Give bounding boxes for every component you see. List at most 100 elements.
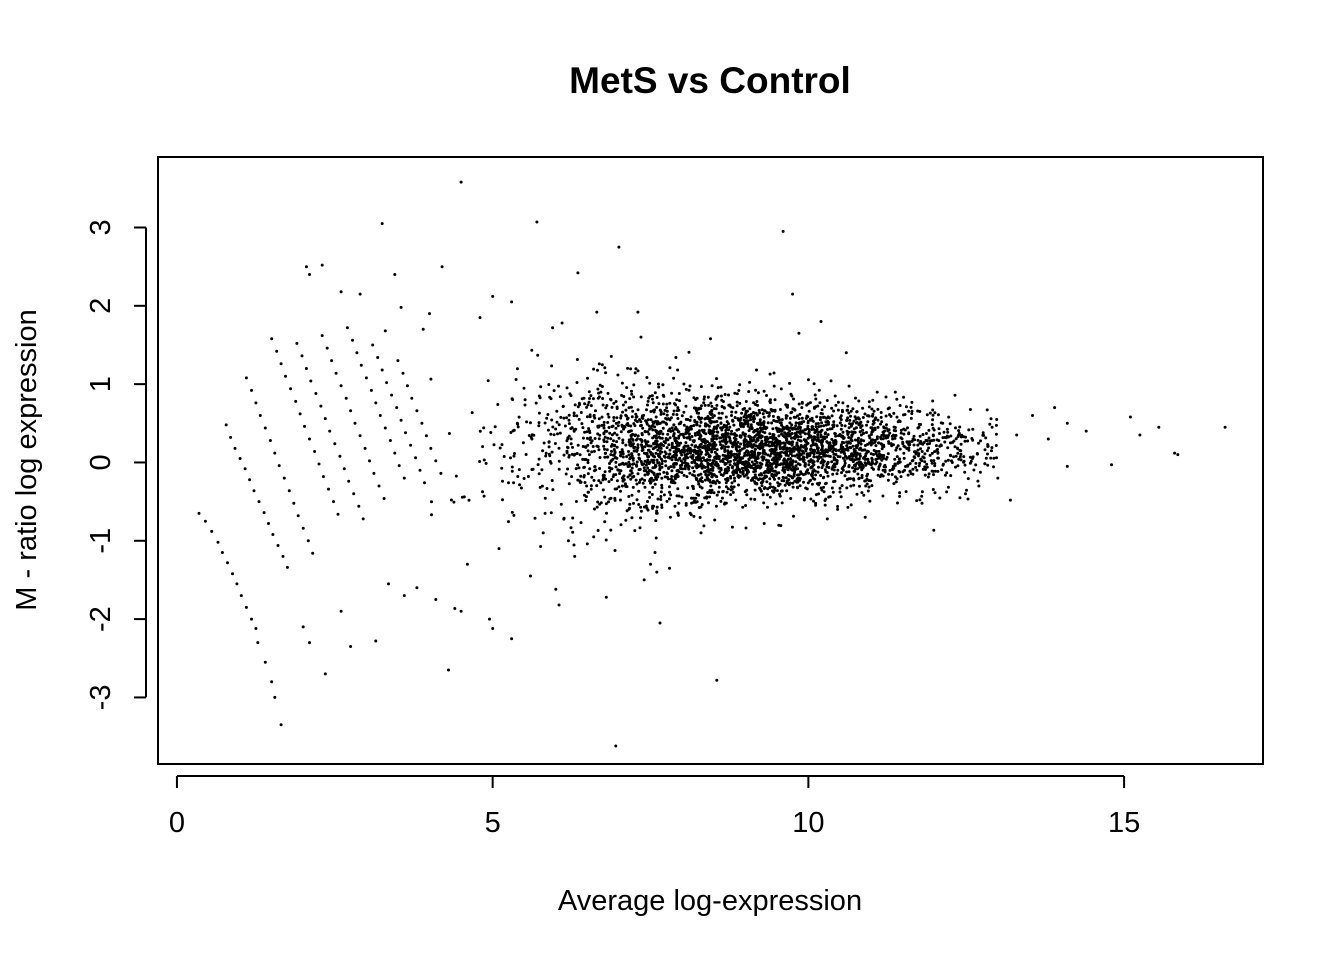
data-point — [692, 440, 696, 444]
data-point — [383, 329, 387, 333]
data-point — [940, 468, 944, 472]
data-point — [857, 447, 861, 451]
data-point — [743, 413, 747, 416]
data-point — [726, 445, 730, 449]
data-point — [885, 455, 889, 459]
data-point — [902, 451, 906, 455]
data-point — [783, 483, 787, 487]
data-point — [765, 493, 769, 497]
data-point — [962, 459, 966, 463]
data-point — [601, 397, 605, 400]
data-point — [737, 418, 740, 422]
data-point — [740, 466, 744, 470]
data-point — [908, 462, 912, 466]
data-point — [840, 471, 843, 475]
data-point — [636, 310, 640, 314]
data-point — [522, 386, 526, 390]
data-point — [873, 438, 877, 442]
data-point — [583, 481, 587, 484]
data-point — [647, 469, 651, 472]
data-point — [734, 498, 738, 502]
data-point — [374, 401, 378, 405]
data-point — [772, 419, 776, 422]
data-point — [859, 442, 863, 446]
data-point — [990, 425, 994, 429]
data-point — [668, 448, 672, 452]
data-point — [845, 486, 849, 490]
data-point — [963, 470, 967, 474]
data-point — [732, 470, 736, 474]
data-point — [805, 447, 808, 451]
data-point — [323, 672, 327, 676]
data-point — [813, 431, 817, 435]
data-point — [567, 453, 571, 457]
data-point — [546, 413, 550, 416]
data-point — [726, 487, 730, 491]
data-point — [684, 503, 688, 507]
data-point — [672, 450, 676, 454]
data-point — [357, 504, 361, 508]
data-point — [636, 434, 640, 438]
data-point — [717, 416, 721, 420]
data-point — [252, 489, 256, 493]
data-point — [733, 440, 737, 444]
data-point — [724, 415, 728, 419]
data-point — [806, 378, 810, 382]
data-point — [810, 466, 813, 470]
data-point — [257, 500, 261, 504]
data-point — [650, 493, 654, 496]
data-point — [547, 440, 551, 444]
data-point — [893, 457, 897, 461]
data-point — [692, 500, 696, 504]
data-point — [927, 436, 931, 440]
data-point — [733, 455, 737, 459]
data-point — [349, 645, 353, 648]
data-point — [796, 427, 800, 431]
data-point — [666, 429, 670, 433]
data-point — [753, 447, 757, 451]
data-point — [744, 450, 748, 454]
data-point — [907, 431, 911, 435]
data-point — [349, 409, 353, 413]
data-point — [982, 433, 986, 437]
data-point — [923, 473, 927, 477]
data-point — [765, 394, 768, 397]
data-point — [910, 412, 914, 416]
data-point — [743, 434, 747, 438]
data-point — [884, 414, 888, 418]
data-point — [803, 443, 807, 447]
data-point — [600, 363, 604, 367]
data-point — [619, 430, 623, 434]
data-point — [285, 565, 289, 569]
data-point — [766, 471, 770, 475]
data-point — [612, 401, 616, 405]
data-point — [814, 473, 818, 477]
data-point — [719, 421, 723, 425]
data-point — [700, 503, 704, 506]
data-point — [754, 440, 758, 444]
data-point — [661, 393, 665, 397]
data-point — [936, 451, 940, 455]
data-point — [361, 517, 365, 521]
data-point — [654, 415, 658, 419]
data-point — [617, 436, 621, 440]
data-point — [768, 486, 772, 490]
data-point — [938, 432, 941, 435]
data-point — [913, 438, 917, 442]
data-point — [643, 478, 647, 482]
data-point — [603, 451, 607, 455]
data-point — [537, 457, 541, 461]
data-point — [829, 379, 833, 383]
data-point — [795, 443, 799, 447]
data-point — [605, 511, 608, 515]
data-point — [646, 403, 649, 407]
data-point — [709, 467, 713, 471]
x-tick-label: 5 — [485, 807, 501, 839]
data-point — [289, 387, 293, 391]
data-point — [693, 420, 697, 424]
data-point — [741, 505, 745, 509]
data-point — [657, 422, 661, 425]
data-point — [831, 465, 835, 469]
data-point — [1065, 421, 1069, 425]
data-point — [697, 406, 701, 410]
